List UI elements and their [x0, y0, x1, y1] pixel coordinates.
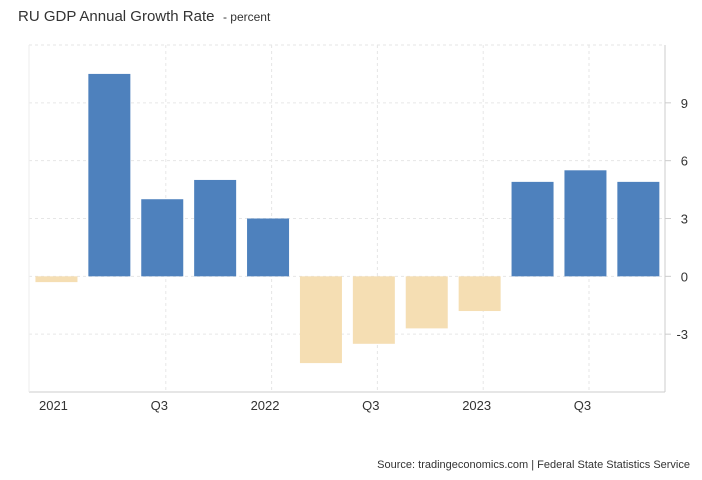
x-tick-label: 2022 — [251, 398, 280, 413]
y-tick-label: 3 — [681, 212, 688, 227]
bar-2022-q3 — [352, 276, 395, 344]
y-tick-label: -3 — [676, 327, 688, 342]
chart-subtitle: - percent — [222, 10, 271, 24]
axes — [28, 45, 671, 393]
bar-2022-q4 — [405, 276, 448, 329]
x-tick-label: 2021 — [39, 398, 68, 413]
bar-2023-q1 — [458, 276, 501, 312]
chart-title: RU GDP Annual Growth Rate — [18, 8, 215, 25]
bars — [35, 73, 660, 364]
bar-2023-q2 — [511, 181, 554, 277]
bar-2021-q3 — [141, 199, 184, 277]
source-note: Source: tradingeconomics.com | Federal S… — [377, 459, 690, 471]
bar-2021-q2 — [88, 73, 131, 277]
bar-2022-q1 — [247, 218, 290, 277]
y-tick-label: 0 — [681, 269, 688, 284]
bar-2021-q4 — [194, 179, 237, 277]
y-tick-labels: -3 0 3 6 9 — [676, 96, 688, 342]
x-tick-label: Q3 — [151, 398, 168, 413]
x-tick-label: Q3 — [574, 398, 591, 413]
x-tick-label: 2023 — [462, 398, 491, 413]
x-tick-label: Q3 — [362, 398, 379, 413]
x-tick-labels: 2021 Q3 2022 Q3 2023 Q3 — [39, 398, 591, 413]
y-tick-label: 9 — [681, 96, 688, 111]
chart-header: RU GDP Annual Growth Rate - percent — [18, 8, 270, 26]
bar-2022-q2 — [299, 276, 342, 364]
bar-2023-q3 — [564, 170, 607, 277]
y-tick-label: 6 — [681, 154, 688, 169]
bar-2023-q4 — [617, 181, 660, 277]
bar-2021-q1 — [35, 276, 78, 283]
